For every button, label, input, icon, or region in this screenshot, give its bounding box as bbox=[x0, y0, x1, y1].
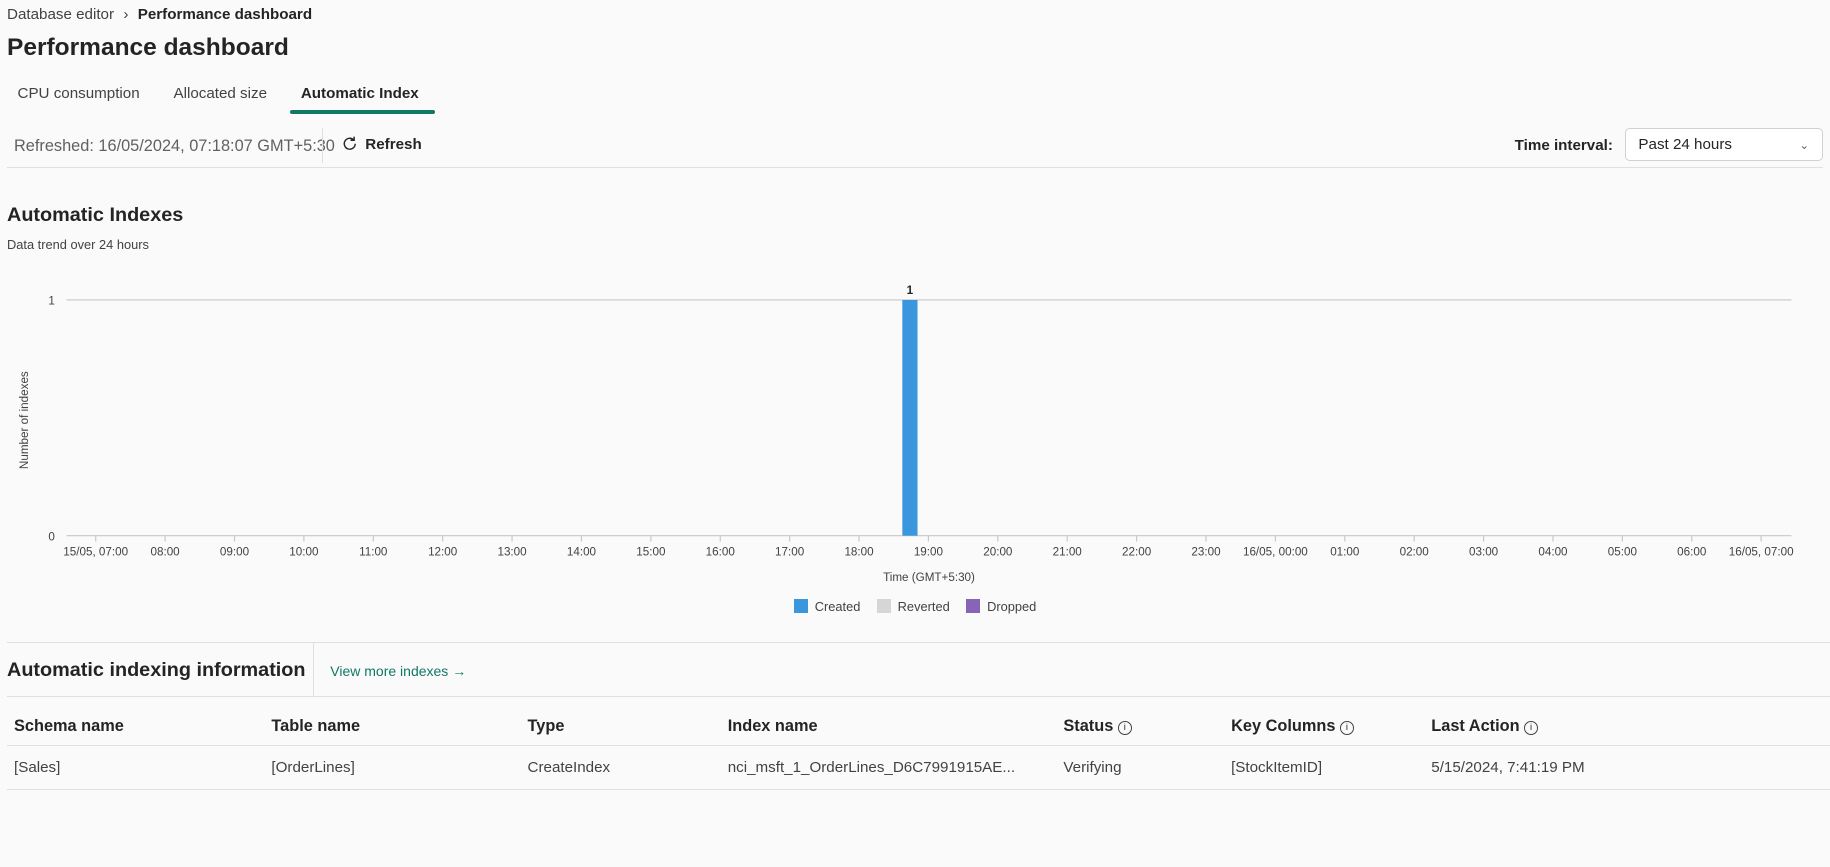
x-tick-label: 16/05, 00:00 bbox=[1243, 546, 1308, 559]
x-tick-label: 20:00 bbox=[983, 546, 1013, 559]
table-cell: [OrderLines] bbox=[264, 745, 521, 790]
x-tick-label: 03:00 bbox=[1469, 546, 1499, 559]
bar-created[interactable] bbox=[902, 299, 918, 536]
toolbar: Refreshed: 16/05/2024, 07:18:07 GMT+5:30… bbox=[7, 126, 1823, 168]
info-icon[interactable]: i bbox=[1340, 720, 1354, 735]
column-header-key-columns[interactable]: Key Columns i bbox=[1224, 708, 1425, 746]
column-label: Table name bbox=[271, 717, 361, 735]
tab-allocated-size[interactable]: Allocated size bbox=[173, 85, 267, 103]
x-tick-label: 10:00 bbox=[289, 546, 319, 559]
tab-list: CPU consumption Allocated size Automatic… bbox=[7, 82, 442, 114]
divider bbox=[7, 641, 1830, 644]
time-interval-value: Past 24 hours bbox=[1638, 136, 1732, 154]
divider bbox=[322, 128, 324, 164]
y-tick-label: 0 bbox=[48, 530, 55, 543]
x-tick-label: 21:00 bbox=[1053, 546, 1083, 559]
automatic-indexes-chart: 0 1 1 15/05, 07:00 08:00 09:00 10:00 11:00 12:00… bbox=[18, 284, 1794, 584]
x-tick-label: 04:00 bbox=[1538, 546, 1568, 559]
chart-legend: Created Reverted Dropped bbox=[0, 599, 1830, 614]
page-title: Performance dashboard bbox=[7, 33, 289, 61]
legend-swatch bbox=[793, 599, 808, 614]
table-cell: [StockItemID] bbox=[1224, 745, 1425, 790]
table-header-row: Schema name Table name Type Index name Statu… bbox=[7, 708, 1830, 746]
x-tick-label: 16:00 bbox=[706, 546, 736, 559]
divider bbox=[7, 695, 1830, 697]
x-tick-label: 11:00 bbox=[359, 546, 388, 559]
table-cell: nci_msft_1_OrderLines_D6C7991915AE... bbox=[720, 745, 1057, 790]
legend-created[interactable]: Created bbox=[793, 599, 860, 614]
view-more-indexes-link[interactable]: View more indexes → bbox=[330, 662, 467, 679]
breadcrumb-current: Performance dashboard bbox=[137, 5, 313, 23]
legend-swatch bbox=[966, 599, 981, 614]
table-cell: CreateIndex bbox=[520, 745, 721, 790]
automatic-indexing-table: Schema name Table name Type Index name Statu… bbox=[7, 708, 1830, 790]
x-tick-label: 19:00 bbox=[914, 546, 944, 559]
column-header-table-name[interactable]: Table name bbox=[264, 708, 521, 746]
chevron-down-icon: ⌄ bbox=[1799, 138, 1810, 152]
column-header-status[interactable]: Status i bbox=[1056, 708, 1225, 746]
x-tick-label: 01:00 bbox=[1330, 546, 1360, 559]
column-label: Type bbox=[527, 717, 565, 735]
info-icon[interactable]: i bbox=[1524, 720, 1538, 735]
column-header-last-action[interactable]: Last Action i bbox=[1424, 708, 1830, 746]
bar-data-label: 1 bbox=[907, 284, 914, 297]
x-tick-label: 08:00 bbox=[151, 546, 181, 559]
x-tick-label: 16/05, 07:00 bbox=[1729, 546, 1794, 559]
x-tick-label: 17:00 bbox=[775, 546, 805, 559]
table-row[interactable]: [Sales] [OrderLines] CreateIndex nci_msft_1… bbox=[7, 745, 1830, 790]
chart-title: Automatic Indexes bbox=[7, 204, 184, 227]
column-label: Status bbox=[1063, 717, 1114, 735]
x-tick-label: 09:00 bbox=[220, 546, 250, 559]
table-cell: Verifying bbox=[1056, 745, 1225, 790]
time-interval-label: Time interval: bbox=[1514, 136, 1613, 154]
refresh-button[interactable]: Refresh bbox=[341, 135, 422, 153]
x-tick-label: 18:00 bbox=[844, 546, 874, 559]
column-header-schema-name[interactable]: Schema name bbox=[7, 708, 265, 746]
refresh-label: Refresh bbox=[365, 135, 422, 153]
x-axis-label: Time (GMT+5:30) bbox=[883, 571, 975, 584]
info-section-title: Automatic indexing information bbox=[7, 659, 306, 682]
x-tick-label: 22:00 bbox=[1122, 546, 1152, 559]
x-tick-label: 13:00 bbox=[497, 546, 527, 559]
x-tick-label: 15/05, 07:00 bbox=[63, 546, 128, 559]
column-header-index-name[interactable]: Index name bbox=[720, 708, 1057, 746]
refreshed-timestamp: Refreshed: 16/05/2024, 07:18:07 GMT+5:30 bbox=[14, 136, 335, 155]
time-interval-dropdown[interactable]: Past 24 hours ⌄ bbox=[1624, 128, 1823, 162]
y-tick-label: 1 bbox=[48, 295, 54, 308]
chevron-right-icon: › bbox=[123, 5, 129, 23]
legend-reverted[interactable]: Reverted bbox=[876, 599, 950, 614]
tab-automatic-index[interactable]: Automatic Index bbox=[290, 82, 436, 114]
breadcrumb: Database editor › Performance dashboard bbox=[7, 6, 312, 23]
column-label: Index name bbox=[727, 717, 818, 735]
y-axis-label: Number of indexes bbox=[18, 371, 31, 469]
x-tick-label: 06:00 bbox=[1677, 546, 1707, 559]
column-label: Last Action bbox=[1431, 717, 1520, 735]
table-cell: [Sales] bbox=[7, 745, 265, 790]
column-label: Key Columns bbox=[1231, 717, 1336, 735]
tab-cpu-consumption[interactable]: CPU consumption bbox=[17, 85, 140, 103]
chart-subtitle: Data trend over 24 hours bbox=[7, 236, 149, 252]
breadcrumb-database-editor[interactable]: Database editor bbox=[7, 5, 115, 23]
table-cell: 5/15/2024, 7:41:19 PM bbox=[1424, 745, 1830, 790]
x-tick-label: 12:00 bbox=[428, 546, 458, 559]
x-tick-label: 15:00 bbox=[636, 546, 666, 559]
legend-swatch bbox=[876, 599, 891, 614]
x-tick-label: 05:00 bbox=[1608, 546, 1638, 559]
x-tick-label: 02:00 bbox=[1400, 546, 1430, 559]
x-tick-label: 23:00 bbox=[1191, 546, 1221, 559]
info-icon[interactable]: i bbox=[1117, 720, 1132, 735]
divider bbox=[312, 643, 314, 696]
x-tick-label: 14:00 bbox=[567, 546, 597, 559]
column-header-type[interactable]: Type bbox=[520, 708, 721, 746]
refresh-icon bbox=[343, 137, 356, 151]
column-label: Schema name bbox=[14, 717, 124, 735]
legend-dropped[interactable]: Dropped bbox=[966, 599, 1036, 614]
